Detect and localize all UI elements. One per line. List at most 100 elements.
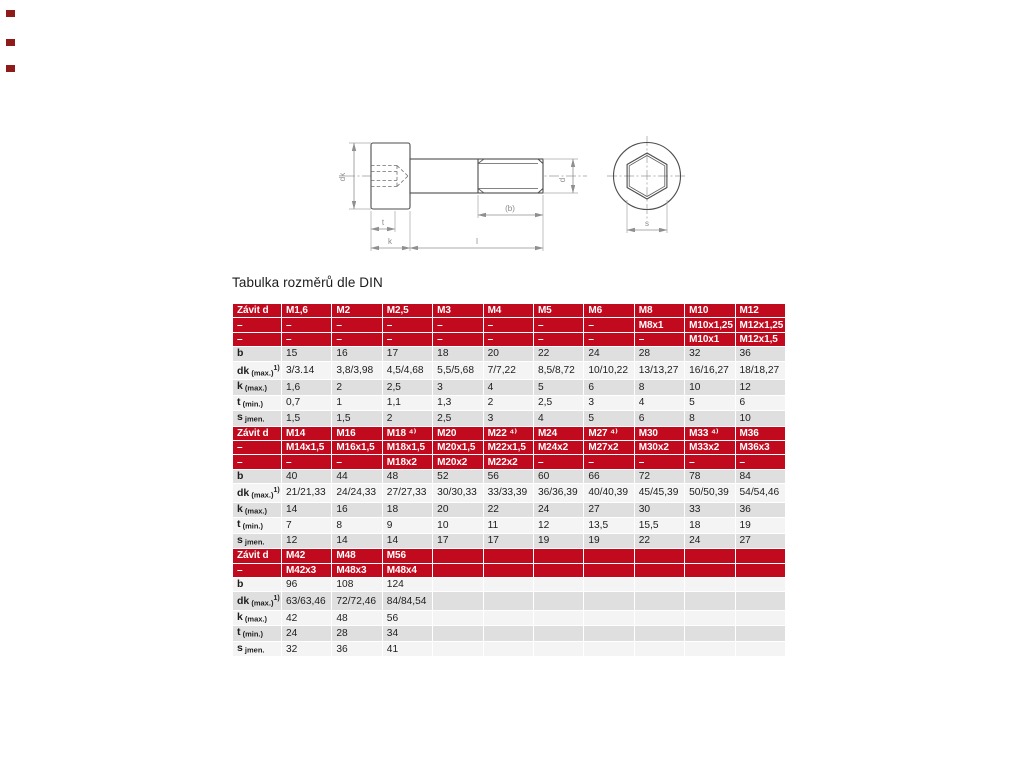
value-cell: 3,8/3,98 (331, 360, 383, 381)
row-label: t (min.) (232, 625, 282, 642)
value-cell: 27/27,33 (381, 483, 434, 503)
value-cell: 8 (633, 379, 686, 396)
thread-size-cell: M10 (684, 302, 736, 319)
row-label: t (min.) (232, 394, 282, 412)
value-cell: 6 (633, 410, 686, 427)
value-cell: 33/33,39 (482, 483, 534, 503)
value-cell: 12 (734, 379, 787, 396)
value-cell: 84 (734, 468, 787, 485)
value-cell: 2,5 (532, 394, 585, 412)
thread-size-cell: – (432, 331, 484, 348)
value-cell: 5,5/5,68 (432, 360, 484, 381)
value-cell: 32 (684, 346, 736, 362)
value-cell: 52 (432, 468, 484, 485)
value-cell (482, 576, 534, 593)
value-cell: 3 (583, 394, 635, 412)
value-cell (532, 625, 585, 642)
value-cell: 18 (432, 346, 484, 362)
dim-label-l: l (476, 237, 478, 246)
value-cell: 16 (331, 346, 383, 362)
row-label: b (232, 576, 282, 593)
value-cell: 108 (331, 576, 383, 593)
value-cell: 2 (331, 379, 383, 396)
value-cell: 7/7,22 (482, 360, 534, 381)
row-label: k (max.) (232, 501, 282, 519)
value-cell (734, 640, 787, 658)
thread-size-cell: M24 (532, 425, 585, 441)
thread-size-cell: M56 (381, 548, 434, 564)
value-cell (684, 625, 736, 642)
value-cell: 72/72,46 (331, 591, 383, 611)
table-header-row: – – – – – – – – M8x1 M10x1,25 M12x1,25 (232, 317, 787, 333)
value-cell: 27 (583, 501, 635, 519)
value-cell: 10 (432, 517, 484, 534)
thread-size-cell: M48x3 (331, 562, 383, 578)
value-cell: 6 (583, 379, 635, 396)
value-cell (532, 576, 585, 593)
table-header-row: – M42x3 M48x3 M48x4 (232, 562, 787, 578)
value-cell: 24 (280, 625, 333, 642)
dim-label-s: s (645, 219, 649, 228)
value-cell: 7 (280, 517, 333, 534)
thread-size-cell: M2 (331, 302, 383, 319)
header-label-cell: – (232, 454, 282, 470)
left-edge-red-mark (6, 10, 15, 17)
value-cell: 20 (482, 346, 534, 362)
dim-label-t: t (382, 218, 385, 227)
dim-label-dk: dk (338, 172, 347, 181)
value-cell: 5 (684, 394, 736, 412)
thread-size-cell (432, 548, 484, 564)
value-cell: 2,5 (432, 410, 484, 427)
thread-size-cell (734, 562, 787, 578)
value-cell: 3 (432, 379, 484, 396)
thread-size-cell: – (734, 454, 787, 470)
table-row: dk (max.)1) 63/63,46 72/72,46 84/84,54 (232, 591, 787, 611)
thread-size-cell: – (280, 317, 333, 333)
value-cell: 3/3.14 (280, 360, 333, 381)
thread-size-cell: M1,6 (280, 302, 333, 319)
value-cell: 1,6 (280, 379, 333, 396)
value-cell: 14 (331, 532, 383, 550)
value-cell: 45/45,39 (633, 483, 686, 503)
table-row: k (max.) 14 16 18 20 22 24 27 30 33 36 (232, 501, 787, 519)
thread-size-cell: – (280, 331, 333, 348)
value-cell (633, 625, 686, 642)
thread-size-cell: – (482, 331, 534, 348)
row-label: k (max.) (232, 609, 282, 627)
table-row: t (min.) 24 28 34 (232, 625, 787, 642)
thread-size-cell: M14 (280, 425, 333, 441)
dim-label-b: (b) (505, 204, 515, 213)
thread-size-cell: M2,5 (381, 302, 434, 319)
thread-size-cell: – (331, 331, 383, 348)
value-cell: 1,5 (331, 410, 383, 427)
value-cell (633, 640, 686, 658)
row-label: b (232, 346, 282, 362)
value-cell: 12 (280, 532, 333, 550)
value-cell: 17 (482, 532, 534, 550)
value-cell: 48 (331, 609, 383, 627)
thread-size-cell: – (633, 454, 686, 470)
table-row: t (min.) 7 8 9 10 11 12 13,5 15,5 18 19 (232, 517, 787, 534)
header-label-cell: – (232, 331, 282, 348)
value-cell: 54/54,46 (734, 483, 787, 503)
value-cell: 50/50,39 (684, 483, 736, 503)
value-cell: 13,5 (583, 517, 635, 534)
table-row: dk (max.)1) 21/21,33 24/24,33 27/27,33 30/30… (232, 483, 787, 503)
thread-size-cell: M6 (583, 302, 635, 319)
value-cell: 14 (381, 532, 434, 550)
din-dimensions-table: Závit d M1,6 M2 M2,5 M3 M4 M5 M6 M8 M10 M12– – – – – – –… (232, 302, 787, 658)
thread-size-cell: M10x1,25 (684, 317, 736, 333)
thread-size-cell: – (432, 317, 484, 333)
screw-end-view: s (607, 136, 687, 233)
thread-size-cell: – (280, 454, 333, 470)
thread-size-cell: – (381, 331, 434, 348)
row-label: b (232, 468, 282, 485)
thread-size-cell: M16x1,5 (331, 439, 383, 456)
value-cell (583, 609, 635, 627)
screw-technical-drawing: dk d t k l (b) (338, 136, 687, 251)
value-cell (734, 609, 787, 627)
thread-size-cell: M18x2 (381, 454, 434, 470)
value-cell: 24 (532, 501, 585, 519)
row-label: dk (max.)1) (232, 591, 282, 611)
